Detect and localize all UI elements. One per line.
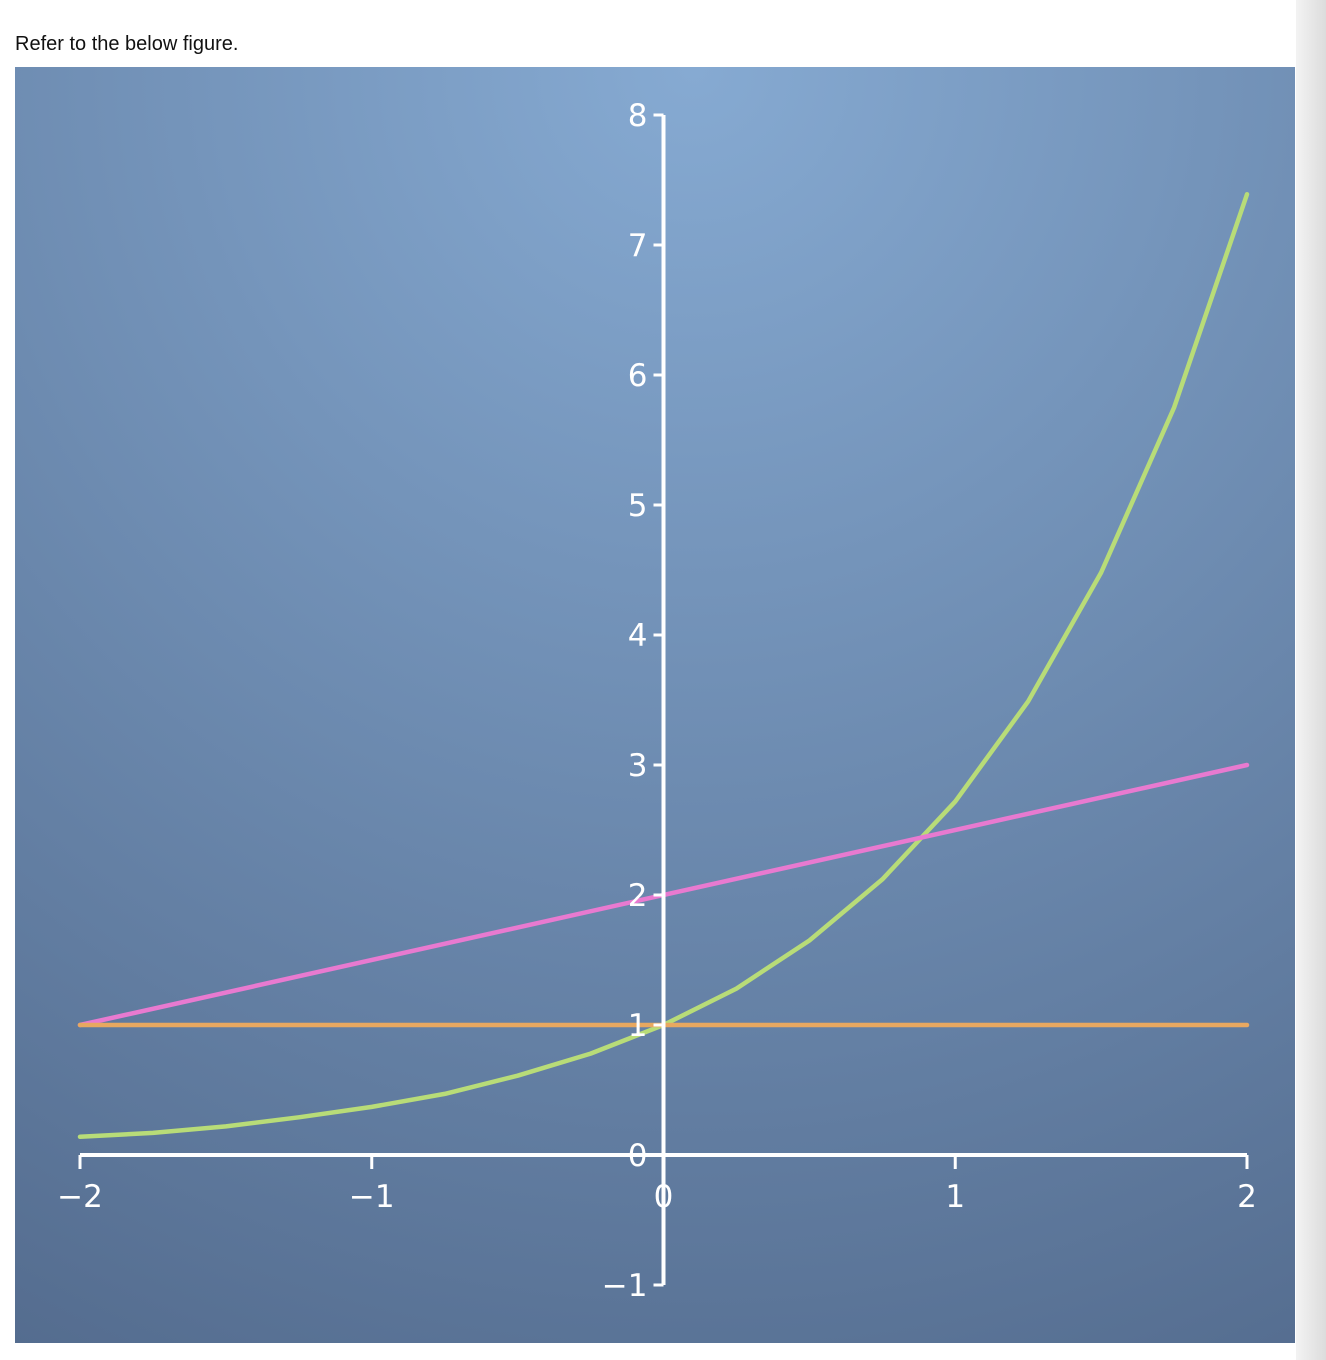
x-tick-label: 2 bbox=[1237, 1179, 1257, 1215]
y-tick-label: 5 bbox=[628, 488, 648, 524]
y-tick-label: 3 bbox=[628, 748, 648, 784]
y-tick-label: −1 bbox=[602, 1268, 648, 1304]
page-scrollbar-gutter bbox=[1296, 0, 1326, 1360]
function-graph-figure: −2 −1 0 1 2 −1 0 1 2 3 4 5 6 7 8 bbox=[15, 67, 1295, 1343]
y-tick-label: 4 bbox=[628, 618, 648, 654]
y-tick-label: 8 bbox=[628, 98, 648, 134]
chart-background bbox=[15, 67, 1295, 1343]
x-tick-label: 1 bbox=[945, 1179, 965, 1215]
y-tick-label: 0 bbox=[628, 1138, 648, 1174]
y-tick-label: 7 bbox=[628, 228, 648, 264]
x-tick-label: 0 bbox=[654, 1179, 674, 1215]
tick-layer: −2 −1 0 1 2 −1 0 1 2 3 4 5 6 7 8 bbox=[57, 98, 1257, 1304]
y-tick-label: 2 bbox=[628, 878, 648, 914]
y-tick-label: 1 bbox=[628, 1008, 648, 1044]
x-tick-label: −1 bbox=[349, 1179, 395, 1215]
y-tick-label: 6 bbox=[628, 358, 648, 394]
x-tick-label: −2 bbox=[57, 1179, 103, 1215]
prompt-text: Refer to the below figure. bbox=[15, 33, 239, 55]
chart-svg: −2 −1 0 1 2 −1 0 1 2 3 4 5 6 7 8 bbox=[15, 67, 1295, 1343]
